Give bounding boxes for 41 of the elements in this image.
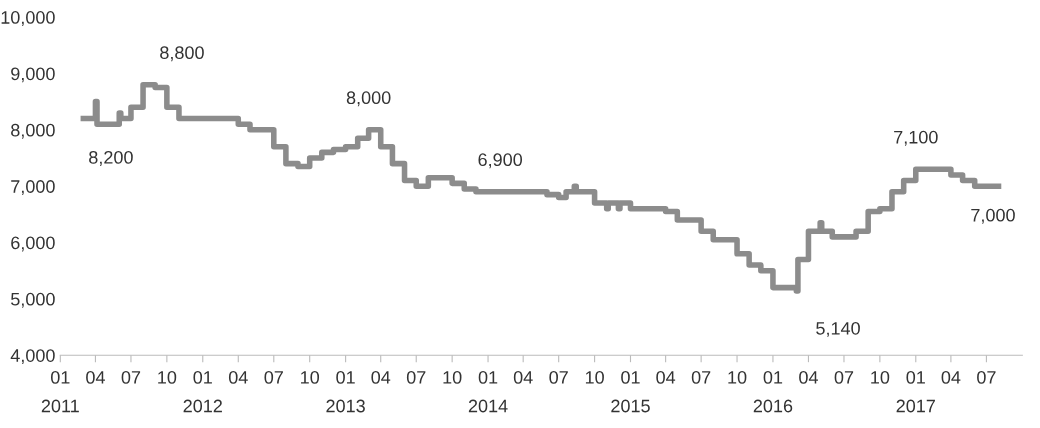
x-tick-label: 04 [941,370,961,384]
x-tick-label: 07 [549,370,568,384]
x-tick-label: 07 [977,370,996,384]
annotation: 8,200 [89,150,133,166]
x-tick-label: 04 [228,370,248,384]
y-tick-label: 8,000 [11,123,55,139]
x-tick-label: 07 [264,370,283,384]
x-tick-label: 07 [834,370,854,384]
y-tick-label: 7,000 [11,180,55,196]
x-tick-label: 07 [406,370,426,384]
x-tick-label: 01 2017 [896,370,935,413]
annotation: 8,800 [160,46,204,62]
y-tick-label: 4,000 [10,349,55,365]
x-tick-label: 01 2011 [41,370,79,413]
x-tick-label: 01 2016 [753,370,793,413]
x-tick-label: 07 [121,370,141,384]
y-tick-label: 10,000 [1,11,55,26]
x-tick-label: 01 2014 [468,370,508,413]
annotation: 7,100 [894,130,938,146]
y-tick-label: 5,000 [11,292,55,308]
x-tick-label: 04 [799,370,818,384]
x-tick-label: 10 [585,370,604,384]
x-tick-label: 10 [871,370,890,384]
annotation: 7,000 [971,208,1015,224]
x-tick-label: 10 [443,370,462,384]
x-tick-label: 04 [371,370,391,384]
x-tick-label: 01 2013 [326,370,365,413]
annotation: 8,000 [346,91,391,107]
x-tick-label: 10 [301,370,320,384]
y-tick-label: 6,000 [11,236,55,252]
x-tick-label: 04 [513,370,533,384]
x-tick-label: 10 [728,370,747,384]
x-tick-label: 04 [86,370,105,384]
x-tick-label: 01 2012 [183,370,222,413]
y-tick-label: 9,000 [11,67,55,83]
x-tick-label: 07 [691,370,711,384]
x-tick-label: 10 [158,370,177,384]
annotation: 6,900 [478,153,523,169]
annotation: 5,140 [816,321,860,337]
x-tick-label: 04 [656,370,676,384]
x-tick-label: 01 2015 [611,370,650,413]
